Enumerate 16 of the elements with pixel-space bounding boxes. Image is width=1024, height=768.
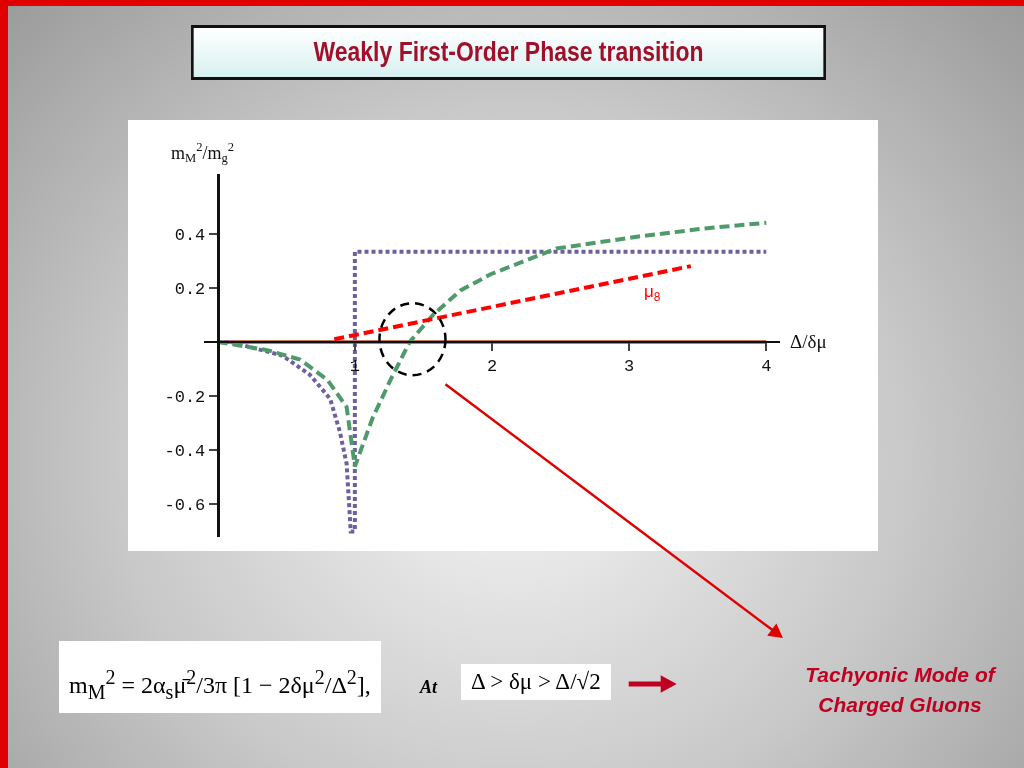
y-tick-label: 0.4 bbox=[174, 225, 206, 245]
y-tick-label: -0.2 bbox=[164, 388, 206, 408]
text: Tachyonic Mode of Charged Gluons bbox=[804, 662, 998, 719]
chart-title: Weakly First-Order Phase transition bbox=[191, 25, 826, 80]
series-label: μ$_{8}$ bbox=[644, 282, 661, 304]
text: Δ > δμ > Δ/√2 bbox=[461, 664, 611, 700]
y-tick-label: -0.4 bbox=[164, 442, 206, 462]
x-tick-label: 4 bbox=[761, 357, 772, 377]
x-tick-label: 3 bbox=[624, 357, 635, 377]
y-tick-label: -0.6 bbox=[164, 496, 206, 516]
x-tick-label: 1 bbox=[349, 357, 360, 377]
text: At bbox=[420, 677, 438, 698]
text: m$_{M}$$^{2}$ = 2α$_{s}$μ̄$^{2}$/3π [1 − 2δμ$^{2}$/Δ$^{2}$], bbox=[69, 666, 371, 703]
x-axis-title: Δ/δμ bbox=[790, 331, 827, 352]
y-tick-label: 0.2 bbox=[174, 279, 206, 299]
x-tick-label: 2 bbox=[486, 357, 498, 377]
